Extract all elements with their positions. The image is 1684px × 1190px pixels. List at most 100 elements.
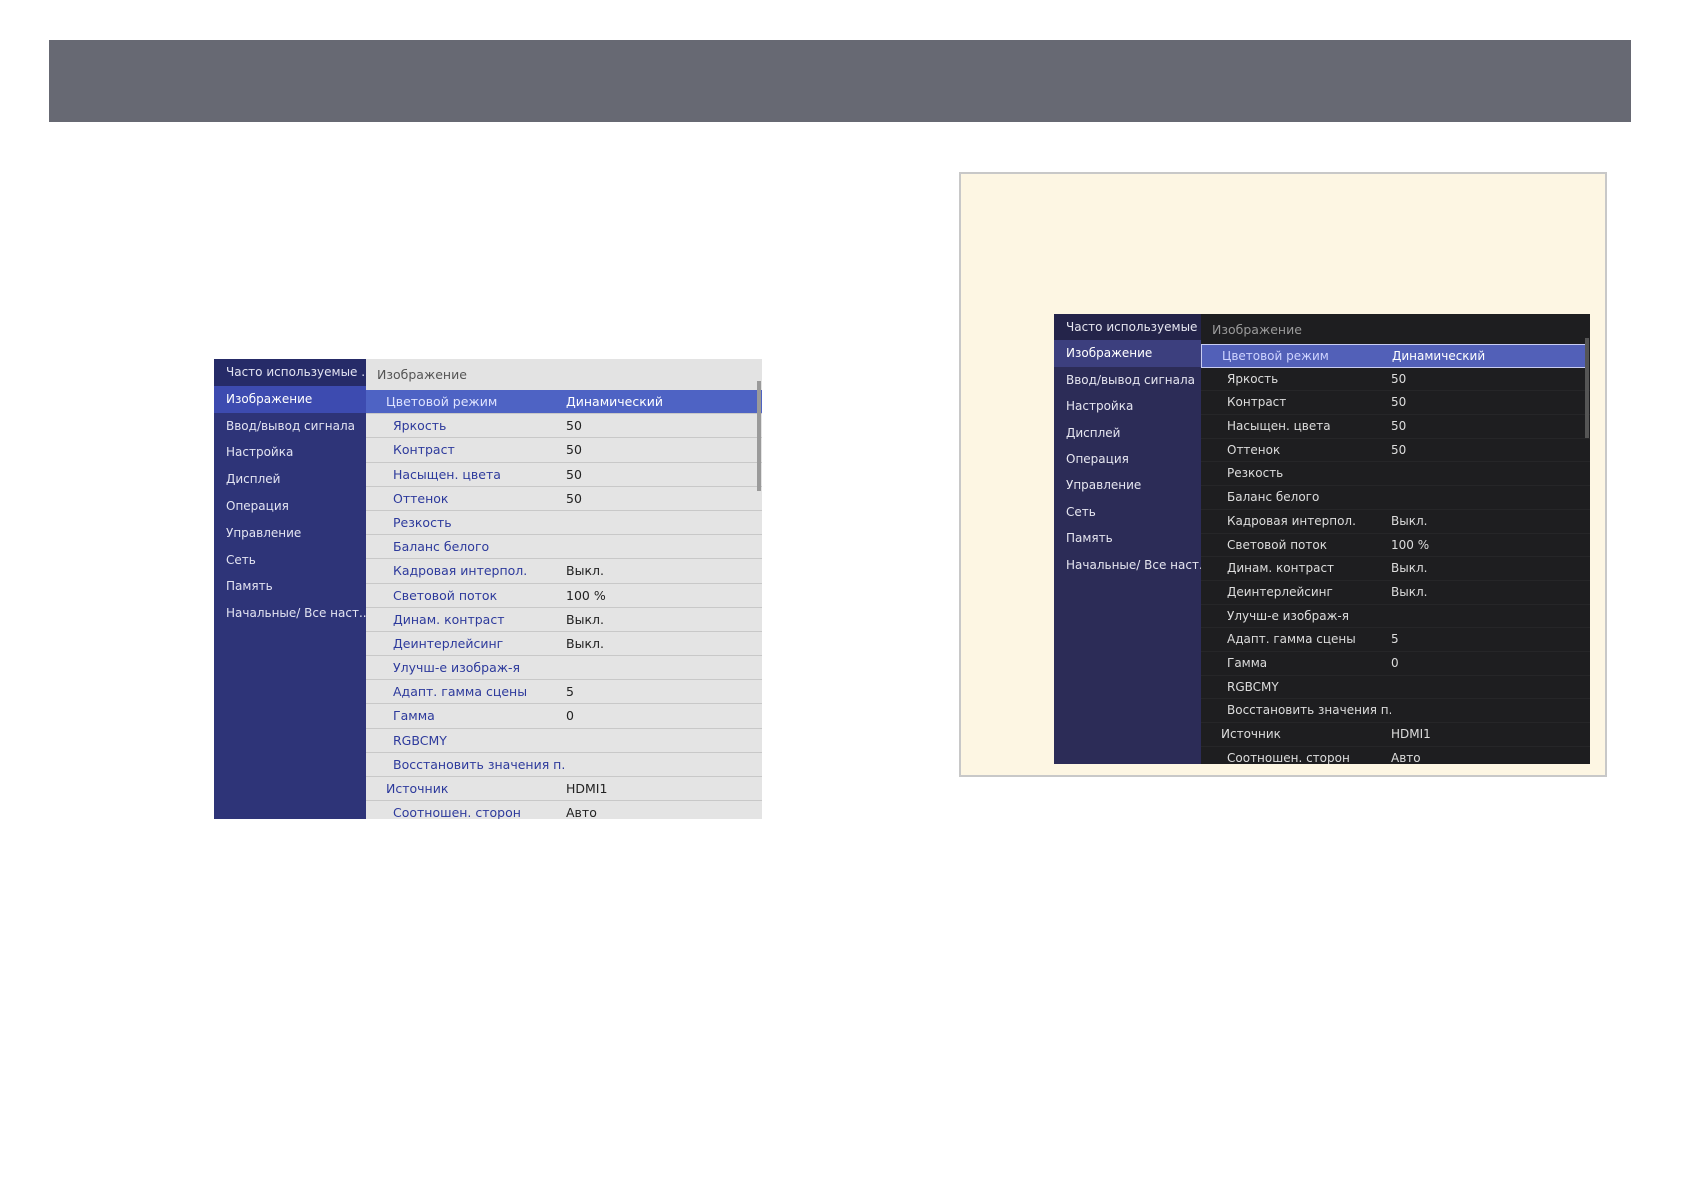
menu-row[interactable]: Баланс белого: [366, 535, 762, 560]
menu-row[interactable]: Яркость 50: [366, 414, 762, 439]
setting-value: 50: [566, 442, 582, 458]
menu-row[interactable]: RGBCMY: [366, 728, 762, 753]
setting-value: [1391, 486, 1590, 509]
menu-row[interactable]: Деинтерлейсинг Выкл.: [1201, 581, 1590, 605]
setting-value: 50: [566, 418, 582, 434]
menu-row[interactable]: Динам. контраст Выкл.: [366, 607, 762, 632]
sidebar-item[interactable]: Операция: [226, 498, 289, 513]
menu-row[interactable]: Резкость: [1201, 462, 1590, 487]
setting-label: RGBCMY: [393, 732, 447, 748]
menu-row[interactable]: RGBCMY: [1201, 676, 1590, 700]
setting-label: Цветовой режим: [386, 394, 498, 409]
setting-value: 5: [566, 684, 574, 700]
setting-label: Источник: [1221, 727, 1281, 741]
setting-value: HDMI1: [1391, 727, 1431, 741]
sidebar-item[interactable]: Начальные/ Все наст...: [226, 606, 366, 621]
setting-value: Авто: [1391, 750, 1421, 764]
menu-row[interactable]: Гамма 0: [1201, 652, 1590, 676]
scrollbar[interactable]: [757, 381, 761, 491]
menu-row[interactable]: Соотношен. сторон Авто: [1201, 747, 1590, 764]
setting-label: Кадровая интерпол.: [1227, 513, 1356, 528]
menu-row[interactable]: Световой поток 100 %: [1201, 534, 1590, 558]
menu-row[interactable]: Световой поток 100 %: [366, 583, 762, 608]
menu-row[interactable]: Деинтерлейсинг Выкл.: [366, 631, 762, 657]
menu-sidebar: Часто используемые ... Изображение Ввод/вы…: [214, 359, 366, 819]
sidebar-item[interactable]: Изображение: [214, 385, 366, 413]
sidebar-item[interactable]: Ввод/вывод сигнала: [1066, 372, 1195, 387]
menu-row[interactable]: Баланс белого: [1201, 486, 1590, 510]
menu-row[interactable]: Источник HDMI1: [366, 777, 762, 802]
setting-value: [1391, 605, 1590, 628]
menu-row[interactable]: Кадровая интерпол. Выкл.: [1201, 510, 1590, 534]
setting-value: 50: [566, 466, 582, 482]
menu-row[interactable]: Контраст 50: [366, 438, 762, 463]
sidebar-item[interactable]: Дисплей: [226, 472, 281, 487]
sidebar-item[interactable]: Часто используемые ...: [214, 359, 366, 386]
menu-row[interactable]: Адапт. гамма сцены 5: [366, 680, 762, 705]
sidebar-item[interactable]: Управление: [1066, 478, 1142, 493]
setting-label: Баланс белого: [393, 539, 490, 555]
sidebar-item[interactable]: Операция: [1066, 451, 1129, 466]
setting-label: Контраст: [393, 442, 455, 458]
setting-value: Динамический: [566, 394, 664, 409]
setting-label: Адапт. гамма сцены: [393, 684, 528, 700]
sidebar-item[interactable]: Начальные/ Все наст...: [1066, 557, 1201, 572]
sidebar-item[interactable]: Настройка: [226, 445, 294, 460]
menu-row[interactable]: Улучш-е изображ-я: [366, 656, 762, 681]
sidebar-item[interactable]: Память: [1066, 531, 1113, 546]
menu-row[interactable]: Яркость 50: [1201, 368, 1590, 392]
setting-value: Выкл.: [1391, 561, 1428, 576]
setting-value: Динамический: [1392, 349, 1486, 363]
setting-value: [566, 656, 762, 679]
setting-label: Деинтерлейсинг: [393, 635, 504, 651]
menu-row[interactable]: Кадровая интерпол. Выкл.: [366, 559, 762, 584]
menu-row[interactable]: Динам. контраст Выкл.: [1201, 557, 1590, 581]
sidebar-item[interactable]: Изображение: [1054, 340, 1201, 367]
menu-row[interactable]: Оттенок 50: [366, 486, 762, 511]
sidebar-item[interactable]: Ввод/вывод сигнала: [226, 418, 355, 433]
menu-row[interactable]: Соотношен. сторон Авто: [366, 801, 762, 819]
menu-row[interactable]: Восстановить значения п...: [366, 752, 762, 777]
sidebar-item[interactable]: Дисплей: [1066, 425, 1121, 440]
menu-row[interactable]: Оттенок 50: [1201, 439, 1590, 463]
setting-label: Световой поток: [1227, 537, 1327, 552]
setting-value: 100 %: [566, 587, 606, 603]
menu-row[interactable]: Цветовой режим Динамический: [1201, 344, 1586, 368]
setting-value: 50: [1391, 395, 1407, 410]
menu-row[interactable]: Восстановить значения п...: [1201, 699, 1590, 723]
menu-row[interactable]: Насыщен. цвета 50: [1201, 415, 1590, 439]
setting-label: Динам. контраст: [1227, 561, 1335, 576]
menu-row[interactable]: Улучш-е изображ-я: [1201, 605, 1590, 629]
setting-value: [1391, 676, 1590, 699]
menu-row[interactable]: Адапт. гамма сцены 5: [1201, 628, 1590, 652]
setting-label: Резкость: [393, 514, 452, 530]
sidebar-item[interactable]: Управление: [226, 525, 302, 540]
setting-value: Выкл.: [566, 635, 604, 651]
menu-row[interactable]: Гамма 0: [366, 704, 762, 729]
sidebar-item[interactable]: Сеть: [226, 552, 256, 567]
menu-sidebar: Часто используемые ... Изображение Ввод/вы…: [1054, 314, 1201, 764]
menu-row[interactable]: Контраст 50: [1201, 391, 1590, 416]
sidebar-item[interactable]: Настройка: [1066, 399, 1134, 414]
setting-label: Источник: [386, 781, 449, 796]
setting-label: Яркость: [393, 418, 447, 434]
panel-title: Изображение: [1212, 322, 1302, 337]
menu-row[interactable]: Резкость: [366, 510, 762, 536]
setting-value: [566, 729, 762, 752]
menu-row[interactable]: Насыщен. цвета 50: [366, 462, 762, 487]
header-banner: [49, 40, 1631, 122]
setting-label: Резкость: [1227, 466, 1284, 481]
menu-row[interactable]: Цветовой режим Динамический: [366, 390, 762, 415]
setting-value: Выкл.: [566, 611, 604, 627]
sidebar-item[interactable]: Сеть: [1066, 504, 1096, 519]
setting-value: Выкл.: [566, 563, 604, 579]
setting-label: Восстановить значения п...: [1227, 703, 1391, 718]
setting-label: RGBCMY: [1227, 679, 1279, 694]
sidebar-item[interactable]: Часто используемые ...: [1054, 314, 1201, 341]
setting-label: Цветовой режим: [1222, 349, 1329, 363]
setting-label: Контраст: [1227, 395, 1287, 410]
scrollbar[interactable]: [1585, 338, 1589, 438]
sidebar-item[interactable]: Память: [226, 579, 273, 594]
menu-screenshot-light: Часто используемые ... Изображение Ввод/вы…: [214, 359, 762, 819]
menu-row[interactable]: Источник HDMI1: [1201, 723, 1590, 747]
